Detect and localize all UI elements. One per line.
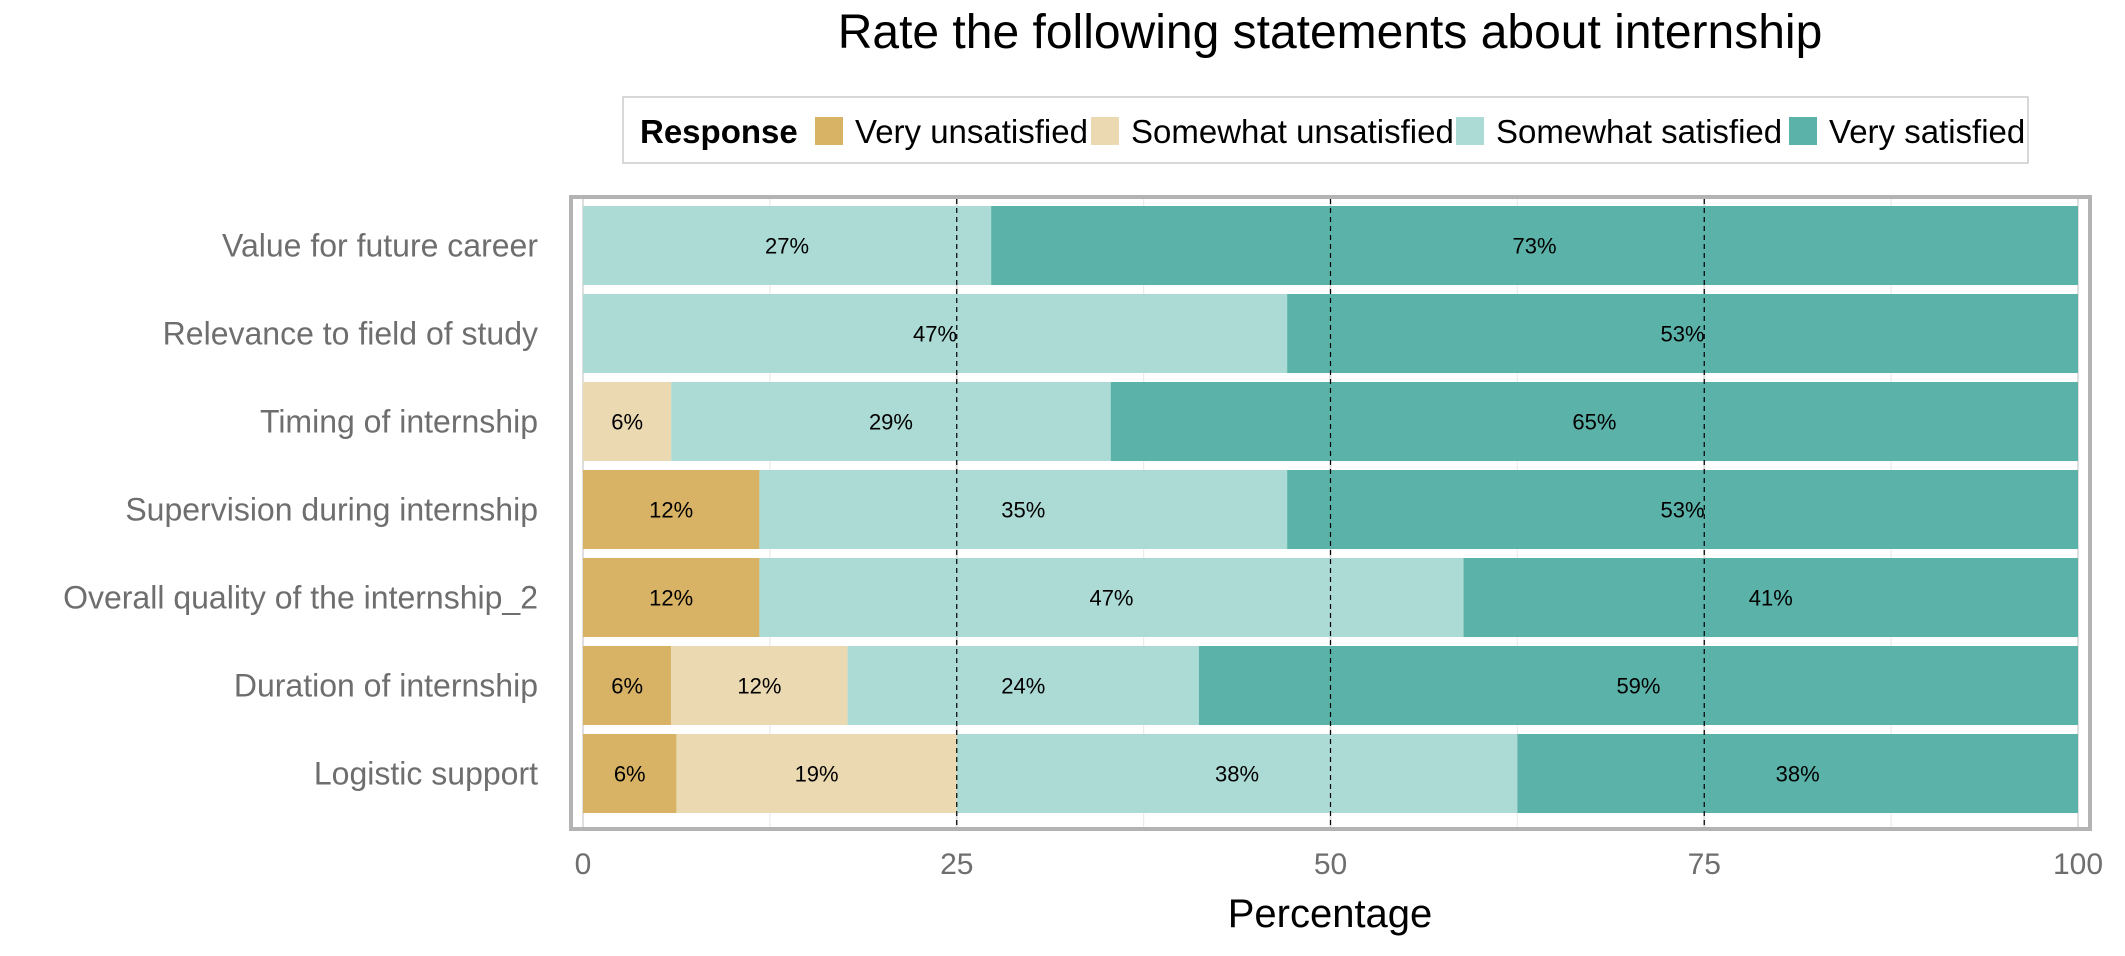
bar-segment: [991, 206, 2078, 285]
data-label: 38%: [1776, 762, 1820, 787]
data-label: 19%: [795, 762, 839, 787]
category-label: Timing of internship: [260, 404, 538, 440]
bar-segment: [583, 646, 672, 725]
legend-item: Very satisfied: [1789, 113, 2025, 150]
bar-segment: [1287, 470, 2078, 549]
bar-segment: [956, 734, 1518, 813]
legend-swatch: [815, 117, 843, 145]
bar-segment: [583, 470, 760, 549]
legend-item: Very unsatisfied: [815, 113, 1088, 150]
data-label: 47%: [913, 322, 957, 347]
category-labels: Value for future career Relevance to fiel…: [63, 228, 538, 792]
legend-item: Somewhat unsatisfied: [1091, 113, 1454, 150]
legend-swatch: [1091, 117, 1119, 145]
bar-segment: [847, 646, 1199, 725]
bar-segment: [1198, 646, 2078, 725]
x-axis-title: Percentage: [1228, 892, 1433, 936]
bar-segment: [1287, 294, 2078, 373]
data-label: 6%: [611, 410, 643, 435]
category-label: Supervision during internship: [125, 492, 538, 528]
bar-segment: [1110, 382, 2078, 461]
data-label: 35%: [1001, 498, 1045, 523]
legend-swatch: [1789, 117, 1817, 145]
legend: Response Very unsatisfied Somewhat unsati…: [622, 96, 2029, 164]
category-label: Overall quality of the internship_2: [63, 580, 538, 616]
data-label: 12%: [737, 674, 781, 699]
data-label: 53%: [1661, 498, 1705, 523]
data-label: 59%: [1616, 674, 1660, 699]
category-label: Value for future career: [222, 228, 538, 264]
x-tick-label: 75: [1688, 848, 1721, 881]
data-label: 41%: [1749, 586, 1793, 611]
data-label: 73%: [1513, 234, 1557, 259]
data-label: 12%: [649, 586, 693, 611]
data-label: 53%: [1661, 322, 1705, 347]
data-label: 47%: [1089, 586, 1133, 611]
bar-segment: [671, 646, 848, 725]
data-label: 65%: [1572, 410, 1616, 435]
bars-layer: [583, 206, 2078, 813]
data-label: 12%: [649, 498, 693, 523]
reference-lines: [956, 199, 1705, 827]
bar-segment: [676, 734, 957, 813]
x-axis-ticks: 0 25 50 75 100: [575, 848, 2103, 881]
category-label: Duration of internship: [234, 668, 538, 704]
bar-segment: [583, 206, 992, 285]
data-label: 27%: [765, 234, 809, 259]
legend-label: Somewhat satisfied: [1496, 113, 1782, 150]
bar-labels-layer: 27% 73% 47% 53% 6% 29% 65% 12% 35% 53% 12% 47% 41% 6%…: [611, 234, 1820, 787]
data-label: 6%: [614, 762, 646, 787]
data-label: 29%: [869, 410, 913, 435]
bar-segment: [583, 382, 672, 461]
bar-segment: [583, 734, 677, 813]
data-label: 38%: [1215, 762, 1259, 787]
chart-title: Rate the following statements about inte…: [838, 6, 1823, 59]
bar-segment: [1463, 558, 2078, 637]
data-label: 24%: [1001, 674, 1045, 699]
legend-swatch: [1456, 117, 1484, 145]
legend-title: Response: [640, 113, 798, 150]
bar-segment: [583, 558, 760, 637]
x-tick-label: 0: [575, 848, 592, 881]
legend-item: Somewhat satisfied: [1456, 113, 1782, 150]
x-tick-label: 50: [1314, 848, 1347, 881]
bar-segment: [671, 382, 1111, 461]
bar-segment: [759, 558, 1464, 637]
category-label: Logistic support: [314, 756, 538, 792]
legend-label: Somewhat unsatisfied: [1131, 113, 1454, 150]
bar-segment: [1517, 734, 2078, 813]
x-tick-label: 100: [2053, 848, 2103, 881]
x-tick-label: 25: [940, 848, 973, 881]
bar-segment: [583, 294, 1288, 373]
bar-segment: [759, 470, 1288, 549]
data-label: 6%: [611, 674, 643, 699]
legend-label: Very satisfied: [1829, 113, 2025, 150]
legend-label: Very unsatisfied: [855, 113, 1088, 150]
category-label: Relevance to field of study: [163, 316, 538, 352]
